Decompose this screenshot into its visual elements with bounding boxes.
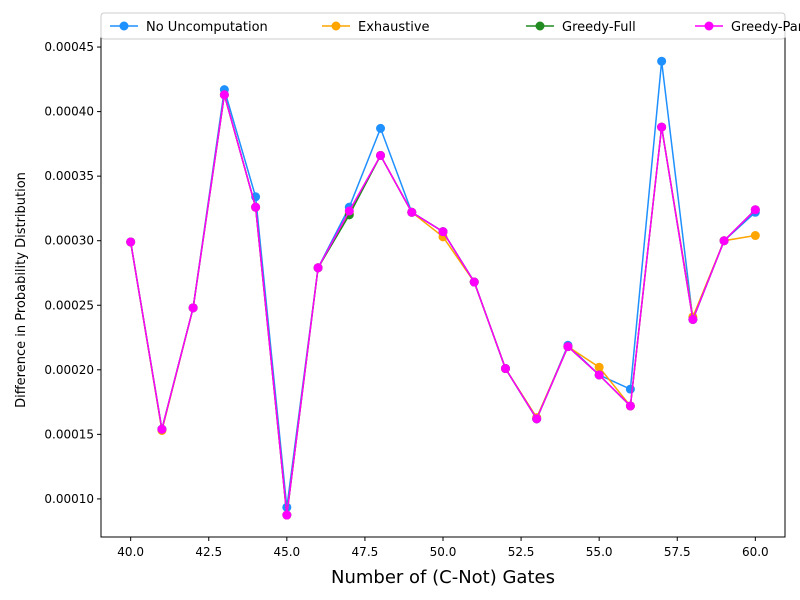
data-point <box>282 502 292 512</box>
legend-frame <box>100 12 786 40</box>
x-tick-label: 60.0 <box>742 545 769 559</box>
data-point <box>719 236 729 246</box>
data-point <box>594 370 604 380</box>
y-ticks: 0.00010 0.00015 0.00020 0.00025 0.00030 0.000… <box>44 40 101 506</box>
data-point <box>750 205 760 215</box>
data-point <box>376 150 386 160</box>
data-point <box>750 231 760 241</box>
data-point <box>219 90 229 100</box>
legend-entry: Greedy-Partial <box>695 20 800 35</box>
legend-marker <box>119 21 129 31</box>
legend-label: Exhaustive <box>358 20 430 35</box>
series-greedy-partial <box>126 90 760 520</box>
data-point <box>469 277 479 287</box>
x-tick-label: 50.0 <box>430 545 457 559</box>
y-tick-label: 0.00045 <box>44 40 94 54</box>
x-tick-label: 47.5 <box>352 545 379 559</box>
data-point <box>157 424 167 434</box>
data-point <box>657 56 667 66</box>
data-point <box>594 362 604 372</box>
data-point <box>407 207 417 217</box>
data-point <box>625 384 635 394</box>
y-tick-label: 0.00030 <box>44 234 94 248</box>
x-tick-label: 55.0 <box>586 545 613 559</box>
legend-label: Greedy-Full <box>562 20 636 35</box>
legend: No Uncomputation Exhaustive Greedy-Full Gre… <box>100 12 800 40</box>
x-ticks: 40.0 42.5 45.0 47.5 50.0 52.5 55.0 57.5 60.0 <box>117 537 769 559</box>
x-tick-label: 57.5 <box>664 545 691 559</box>
series-layer <box>126 56 760 520</box>
data-point <box>251 202 261 212</box>
data-point <box>563 342 573 352</box>
x-axis-title: Number of (C-Not) Gates <box>331 567 555 588</box>
data-point <box>126 237 136 247</box>
legend-entry: No Uncomputation <box>110 20 268 35</box>
legend-entry: Greedy-Full <box>526 20 636 35</box>
y-tick-label: 0.00040 <box>44 105 94 119</box>
x-tick-label: 42.5 <box>195 545 222 559</box>
data-point <box>282 510 292 520</box>
legend-marker <box>704 21 714 31</box>
legend-marker <box>535 21 545 31</box>
y-tick-label: 0.00035 <box>44 169 94 183</box>
x-tick-label: 52.5 <box>508 545 535 559</box>
data-point <box>688 314 698 324</box>
data-point <box>344 206 354 216</box>
legend-label: No Uncomputation <box>146 20 268 35</box>
data-point <box>313 263 323 273</box>
data-point <box>625 401 635 411</box>
legend-marker <box>331 21 341 31</box>
data-point <box>500 364 510 374</box>
data-point <box>376 123 386 133</box>
plot-area <box>101 38 785 537</box>
y-axis-title: Difference in Probability Distribution <box>14 172 29 408</box>
legend-entry: Exhaustive <box>322 20 430 35</box>
x-tick-label: 45.0 <box>273 545 300 559</box>
y-tick-label: 0.00010 <box>44 492 94 506</box>
y-tick-label: 0.00020 <box>44 363 94 377</box>
data-point <box>438 227 448 237</box>
data-point <box>188 303 198 313</box>
y-tick-label: 0.00025 <box>44 298 94 312</box>
data-point <box>532 414 542 424</box>
data-point <box>657 122 667 132</box>
legend-label: Greedy-Partial <box>731 20 800 35</box>
x-tick-label: 40.0 <box>117 545 144 559</box>
y-tick-label: 0.00015 <box>44 427 94 441</box>
